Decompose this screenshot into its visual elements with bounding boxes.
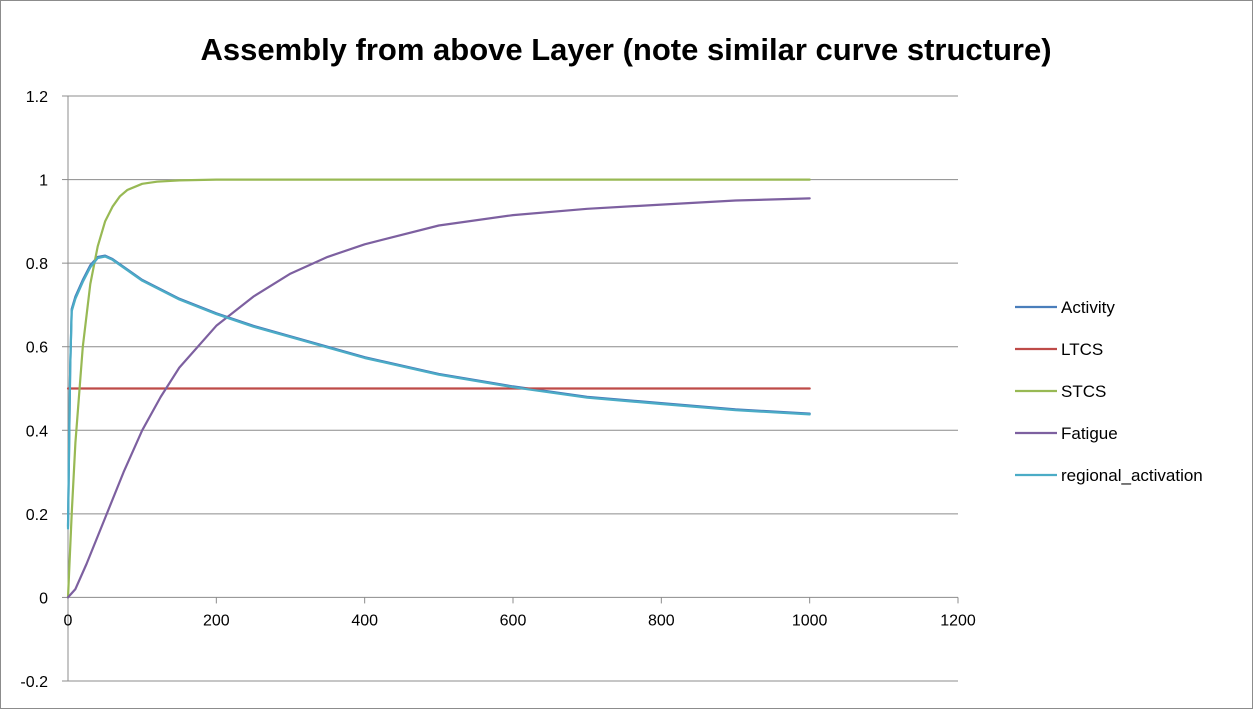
legend-label: regional_activation (1061, 466, 1203, 485)
series-lines (66, 178, 811, 599)
chart-title: Assembly from above Layer (note similar … (200, 32, 1051, 67)
legend-label: STCS (1061, 382, 1106, 401)
x-tick-label: 400 (351, 612, 378, 629)
y-tick-label: 1.2 (26, 89, 48, 106)
series-line-regional-activation (66, 255, 811, 530)
series-line-fatigue (66, 197, 811, 599)
y-tick-label: 0.2 (26, 507, 48, 524)
x-tick-label: 0 (64, 612, 73, 629)
legend: Activity LTCS STCS Fatigue regional_activati… (1015, 298, 1203, 485)
x-tick-label: 600 (500, 612, 527, 629)
y-tick-label: 0.8 (26, 256, 48, 273)
x-tick-label: 1200 (940, 612, 976, 629)
y-tick-label: 0.6 (26, 340, 48, 357)
x-tick-label: 800 (648, 612, 675, 629)
y-tick-label: 0 (39, 590, 48, 607)
legend-label: Activity (1061, 298, 1115, 317)
y-tick-label: -0.2 (20, 674, 48, 691)
y-tick-label: 1 (39, 173, 48, 190)
legend-label: Fatigue (1061, 424, 1118, 443)
x-tick-label: 1000 (792, 612, 828, 629)
x-tick-label: 200 (203, 612, 230, 629)
series-line-stcs (66, 178, 811, 599)
legend-label: LTCS (1061, 340, 1103, 359)
series-line-activity (66, 254, 811, 528)
y-tick-label: 0.4 (26, 423, 48, 440)
